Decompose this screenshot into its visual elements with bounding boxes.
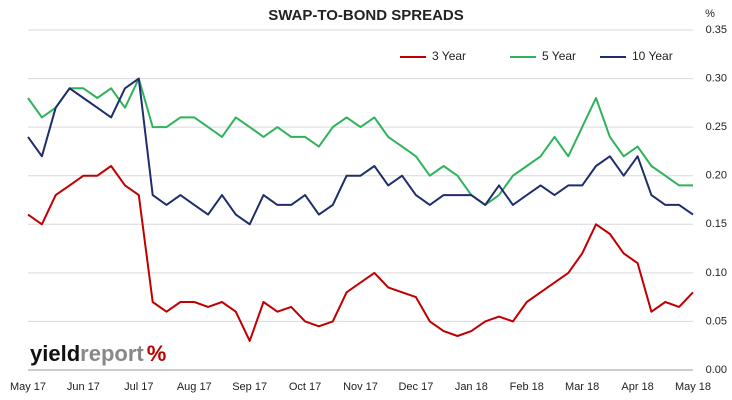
x-tick-label: Jan 18 (455, 381, 488, 393)
x-tick-label: Oct 17 (289, 381, 321, 393)
y-tick-label: 0.25 (706, 121, 727, 133)
x-tick-label: Mar 18 (565, 381, 599, 393)
x-tick-label: Dec 17 (398, 381, 433, 393)
x-tick-label: Nov 17 (343, 381, 378, 393)
y-tick-label: 0.10 (706, 267, 727, 279)
series-line (27, 77, 694, 226)
legend-label: 5 Year (542, 49, 576, 63)
y-tick-label: 0.30 (706, 72, 727, 84)
x-tick-label: Apr 18 (621, 381, 653, 393)
logo-part: report (80, 341, 144, 366)
series-line (27, 77, 693, 206)
y-tick-label: 0.00 (706, 364, 727, 376)
x-tick-label: Feb 18 (510, 381, 544, 393)
logo: yieldreport% (30, 341, 166, 366)
y-tick-label: 0.35 (706, 24, 727, 36)
logo-part: % (147, 341, 167, 366)
x-tick-label: Sep 17 (232, 381, 267, 393)
logo-part: yield (30, 341, 80, 366)
legend-label: 3 Year (432, 49, 466, 63)
x-tick-label: Jun 17 (67, 381, 100, 393)
y-tick-label: 0.20 (706, 170, 727, 182)
chart-title: SWAP-TO-BOND SPREADS (268, 7, 464, 24)
series-line (27, 165, 694, 342)
legend-label: 10 Year (632, 49, 673, 63)
y-tick-label: 0.15 (706, 218, 727, 230)
y-tick-label: 0.05 (706, 315, 727, 327)
y-axis-label: % (705, 8, 715, 20)
x-tick-label: Jul 17 (124, 381, 153, 393)
x-tick-label: Aug 17 (177, 381, 212, 393)
x-tick-label: May 17 (10, 381, 46, 393)
x-tick-label: May 18 (675, 381, 711, 393)
